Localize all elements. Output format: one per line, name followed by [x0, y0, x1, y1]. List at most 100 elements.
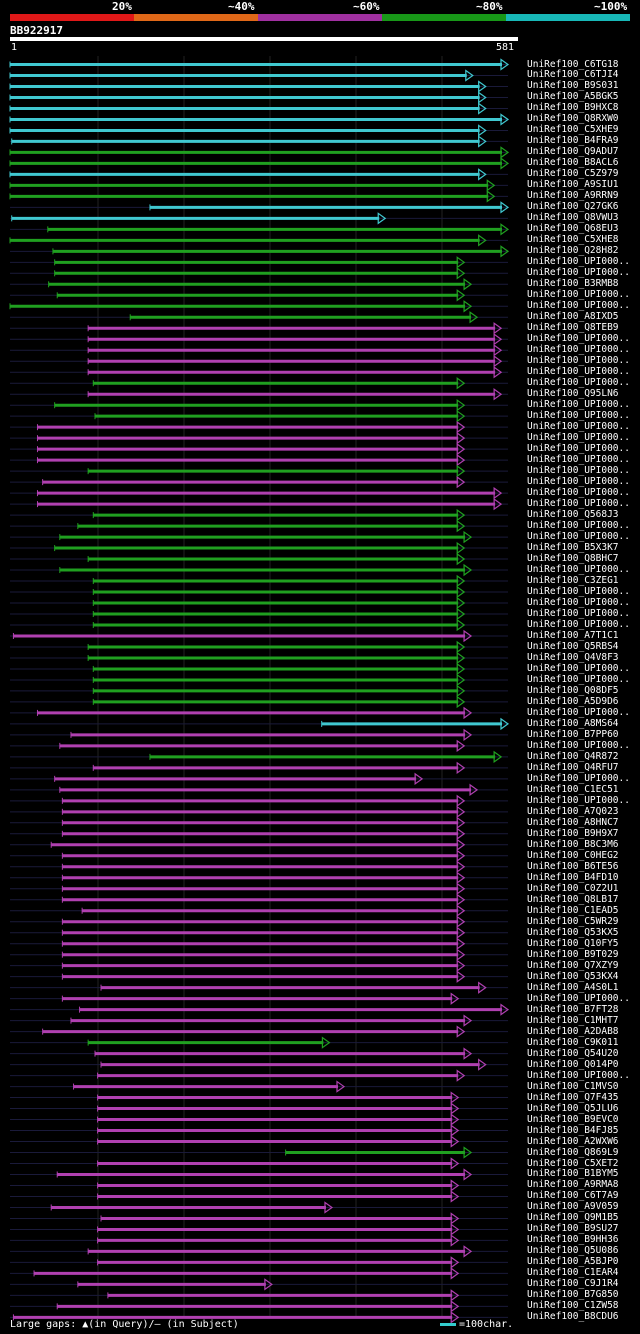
- hit-label[interactable]: UniRef100_C1EC51: [527, 783, 619, 795]
- hit-label[interactable]: UniRef100_A5BGK5: [527, 91, 619, 103]
- hit-label[interactable]: UniRef100_UPI000..: [527, 377, 630, 389]
- hit-label[interactable]: UniRef100_Q95LN6: [527, 388, 619, 400]
- hit-label[interactable]: UniRef100_B1BYM5: [527, 1168, 619, 1180]
- hit-label[interactable]: UniRef100_Q28H82: [527, 245, 619, 257]
- hit-label[interactable]: UniRef100_A8HNC7: [527, 816, 619, 828]
- hit-label[interactable]: UniRef100_Q4V8F3: [527, 651, 619, 663]
- hit-label[interactable]: UniRef100_C6T7A9: [527, 1190, 619, 1202]
- hit-label[interactable]: UniRef100_UPI000..: [527, 772, 630, 784]
- hit-label[interactable]: UniRef100_Q68EU3: [527, 223, 619, 235]
- hit-label[interactable]: UniRef100_Q53KX4: [527, 970, 619, 982]
- hit-label[interactable]: UniRef100_UPI000..: [527, 454, 630, 466]
- hit-label[interactable]: UniRef100_Q54U20: [527, 1047, 619, 1059]
- hit-label[interactable]: UniRef100_C1EAD5: [527, 904, 619, 916]
- hit-label[interactable]: UniRef100_UPI000..: [527, 366, 630, 378]
- hit-label[interactable]: UniRef100_A9V059: [527, 1201, 619, 1213]
- hit-label[interactable]: UniRef100_B7FT28: [527, 1003, 619, 1015]
- hit-label[interactable]: UniRef100_UPI000..: [527, 586, 630, 598]
- hit-label[interactable]: UniRef100_A7Q023: [527, 805, 619, 817]
- hit-label[interactable]: UniRef100_UPI000..: [527, 739, 630, 751]
- hit-label[interactable]: UniRef100_UPI000..: [527, 608, 630, 619]
- hit-label[interactable]: UniRef100_B9EVC0: [527, 1113, 619, 1125]
- hit-label[interactable]: UniRef100_Q014P0: [527, 1058, 619, 1070]
- hit-label[interactable]: UniRef100_UPI000..: [527, 662, 630, 674]
- hit-label[interactable]: UniRef100_A4S0L1: [527, 981, 619, 993]
- hit-label[interactable]: UniRef100_UPI000..: [527, 531, 630, 543]
- hit-label[interactable]: UniRef100_C0Z2U1: [527, 882, 619, 894]
- hit-label[interactable]: UniRef100_Q5JLU6: [527, 1102, 619, 1114]
- hit-label[interactable]: UniRef100_B9T029: [527, 948, 619, 960]
- hit-label[interactable]: UniRef100_B5X3K7: [527, 542, 619, 554]
- hit-label[interactable]: UniRef100_B7G850: [527, 1289, 619, 1301]
- hit-label[interactable]: UniRef100_A2DAB8: [527, 1025, 619, 1037]
- hit-label[interactable]: UniRef100_C5Z979: [527, 168, 619, 180]
- hit-label[interactable]: UniRef100_UPI000..: [527, 333, 630, 345]
- hit-label[interactable]: UniRef100_UPI000..: [527, 344, 630, 356]
- hit-label[interactable]: UniRef100_Q27GK6: [527, 201, 619, 213]
- hit-label[interactable]: UniRef100_B9HH36: [527, 1234, 619, 1246]
- hit-label[interactable]: UniRef100_C1EAR4: [527, 1267, 619, 1279]
- hit-label[interactable]: UniRef100_B8C3M6: [527, 838, 619, 850]
- hit-label[interactable]: UniRef100_B9H9X7: [527, 827, 619, 839]
- hit-label[interactable]: UniRef100_Q53KX5: [527, 926, 619, 938]
- hit-label[interactable]: UniRef100_C5XHE9: [527, 124, 619, 136]
- hit-label[interactable]: UniRef100_C5XET2: [527, 1157, 619, 1169]
- hit-label[interactable]: UniRef100_C6TJI4: [527, 69, 619, 81]
- hit-label[interactable]: UniRef100_A9RRN9: [527, 190, 619, 202]
- hit-label[interactable]: UniRef100_Q7F435: [527, 1091, 619, 1103]
- hit-label[interactable]: UniRef100_B9S031: [527, 80, 619, 92]
- hit-label[interactable]: UniRef100_C5XHE8: [527, 234, 619, 246]
- hit-label[interactable]: UniRef100_UPI000..: [527, 421, 630, 433]
- hit-label[interactable]: UniRef100_A7T1C1: [527, 629, 619, 641]
- hit-label[interactable]: UniRef100_C9J1R4: [527, 1278, 619, 1290]
- hit-label[interactable]: UniRef100_A9SIU1: [527, 179, 619, 191]
- hit-label[interactable]: UniRef100_UPI000..: [527, 300, 630, 312]
- hit-label[interactable]: UniRef100_UPI000..: [527, 432, 630, 444]
- hit-label[interactable]: UniRef100_UPI000..: [527, 487, 630, 499]
- hit-label[interactable]: UniRef100_Q08DF5: [527, 684, 619, 696]
- hit-label[interactable]: UniRef100_A5BJP0: [527, 1256, 619, 1268]
- hit-label[interactable]: UniRef100_B6TE56: [527, 860, 619, 872]
- hit-label[interactable]: UniRef100_B7PP60: [527, 728, 619, 740]
- hit-label[interactable]: UniRef100_Q869L9: [527, 1146, 619, 1158]
- hit-label[interactable]: UniRef100_Q4R872: [527, 750, 619, 762]
- hit-label[interactable]: UniRef100_A2WXW6: [527, 1135, 619, 1147]
- hit-label[interactable]: UniRef100_A9RMA8: [527, 1179, 619, 1191]
- hit-label[interactable]: UniRef100_B4FJ85: [527, 1124, 619, 1136]
- hit-label[interactable]: UniRef100_B8CDU6: [527, 1311, 619, 1323]
- hit-label[interactable]: UniRef100_UPI000..: [527, 673, 630, 685]
- hit-label[interactable]: UniRef100_UPI000..: [527, 498, 630, 510]
- hit-label[interactable]: UniRef100_C5WR29: [527, 915, 619, 927]
- hit-label[interactable]: UniRef100_B9SU27: [527, 1223, 619, 1235]
- hit-label[interactable]: UniRef100_C9K011: [527, 1036, 619, 1048]
- hit-label[interactable]: UniRef100_UPI000..: [527, 618, 630, 630]
- hit-label[interactable]: UniRef100_UPI000..: [527, 355, 630, 367]
- hit-label[interactable]: UniRef100_UPI000..: [527, 256, 630, 268]
- hit-label[interactable]: UniRef100_B4FD10: [527, 871, 619, 883]
- hit-label[interactable]: UniRef100_Q8VWU3: [527, 212, 619, 224]
- hit-label[interactable]: UniRef100_Q7XZY9: [527, 959, 619, 971]
- hit-label[interactable]: UniRef100_UPI000..: [527, 267, 630, 279]
- hit-label[interactable]: UniRef100_UPI000..: [527, 410, 630, 422]
- hit-label[interactable]: UniRef100_Q9ADU7: [527, 146, 619, 158]
- hit-label[interactable]: UniRef100_C3ZEG1: [527, 575, 619, 587]
- hit-label[interactable]: UniRef100_Q8TEB9: [527, 322, 619, 334]
- hit-label[interactable]: UniRef100_UPI000..: [527, 794, 630, 806]
- hit-label[interactable]: UniRef100_B3RMB8: [527, 278, 619, 290]
- hit-label[interactable]: UniRef100_B8ACL6: [527, 157, 619, 169]
- hit-label[interactable]: UniRef100_Q8BHC7: [527, 553, 619, 565]
- hit-label[interactable]: UniRef100_Q568J3: [527, 509, 619, 521]
- hit-label[interactable]: UniRef100_A5D9D6: [527, 695, 619, 707]
- hit-label[interactable]: UniRef100_UPI000..: [527, 564, 630, 576]
- hit-label[interactable]: UniRef100_C6TG18: [527, 58, 619, 70]
- hit-label[interactable]: UniRef100_UPI000..: [527, 476, 630, 488]
- hit-label[interactable]: UniRef100_B9HXC8: [527, 102, 619, 114]
- hit-label[interactable]: UniRef100_C0HEG2: [527, 849, 619, 861]
- hit-label[interactable]: UniRef100_Q8LB17: [527, 893, 619, 905]
- hit-label[interactable]: UniRef100_UPI000..: [527, 289, 630, 301]
- hit-label[interactable]: UniRef100_C1ZW58: [527, 1300, 619, 1312]
- hit-label[interactable]: UniRef100_B4FRA9: [527, 135, 619, 147]
- hit-label[interactable]: UniRef100_UPI000..: [527, 1069, 630, 1081]
- hit-label[interactable]: UniRef100_Q4RFU7: [527, 761, 619, 773]
- hit-label[interactable]: UniRef100_A8MS64: [527, 717, 619, 729]
